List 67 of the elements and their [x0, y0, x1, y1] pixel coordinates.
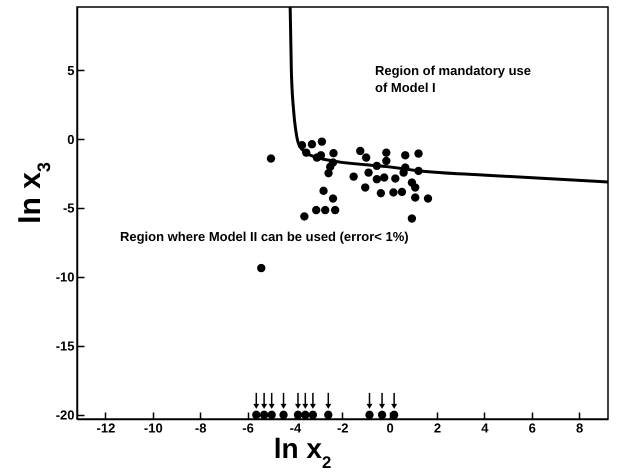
point — [356, 146, 364, 156]
point — [424, 194, 432, 203]
point — [372, 175, 382, 184]
x-tick-label: 4 — [481, 420, 490, 436]
x-tick-label: -6 — [242, 420, 254, 436]
point — [378, 410, 386, 420]
point — [294, 410, 302, 420]
point — [380, 173, 388, 182]
x-tick-label: -8 — [194, 420, 206, 436]
point — [372, 162, 382, 170]
point — [411, 193, 420, 202]
y-tick-label: 5 — [67, 62, 74, 78]
x-tick-label: -4 — [290, 420, 302, 436]
y-tick-label: -20 — [56, 407, 74, 422]
x-tick-label: 2 — [434, 420, 442, 436]
point — [319, 186, 328, 195]
point — [257, 264, 266, 272]
point — [279, 410, 288, 420]
point — [382, 148, 390, 157]
point — [349, 172, 358, 181]
point — [411, 183, 420, 192]
annotation: Region where Model II can be used (error< 1%) — [120, 229, 409, 244]
point — [389, 188, 398, 197]
point — [308, 140, 316, 148]
point — [414, 166, 423, 176]
point — [391, 174, 400, 183]
y-tick-label: -15 — [56, 338, 74, 354]
x-tick-label: 8 — [576, 420, 584, 436]
point — [362, 153, 370, 162]
point — [301, 410, 310, 420]
point — [300, 212, 309, 221]
x-tick-label: -10 — [144, 420, 163, 436]
point — [318, 137, 326, 146]
point — [321, 206, 330, 214]
point — [376, 188, 386, 198]
point — [365, 410, 374, 420]
point — [312, 206, 320, 214]
x-axis-title: ln x$_{2}$ — [274, 433, 332, 472]
point — [408, 214, 416, 223]
point — [330, 206, 340, 214]
x-tick-label: -2 — [336, 420, 349, 436]
annotation: Region of mandatory use of Model I — [375, 63, 532, 95]
point — [414, 149, 423, 158]
y-tick-label: -10 — [56, 270, 74, 285]
point — [324, 169, 333, 178]
x-tick-label: 0 — [386, 420, 394, 436]
x-tick-label: -12 — [96, 420, 116, 436]
point — [401, 163, 410, 172]
point — [266, 154, 276, 163]
point — [260, 410, 268, 420]
point — [361, 183, 370, 192]
x-tick-label: 6 — [528, 420, 536, 436]
point — [252, 410, 260, 420]
point — [364, 168, 373, 177]
point — [302, 148, 310, 157]
point — [298, 141, 306, 150]
point — [390, 410, 398, 420]
y-tick-label: 0 — [67, 132, 74, 147]
point — [328, 194, 338, 203]
point — [382, 156, 390, 166]
point — [308, 410, 318, 420]
point — [324, 410, 332, 420]
point — [268, 410, 276, 420]
y-tick-label: -5 — [62, 200, 74, 216]
point — [329, 149, 338, 158]
point — [398, 188, 406, 196]
point — [401, 151, 410, 160]
